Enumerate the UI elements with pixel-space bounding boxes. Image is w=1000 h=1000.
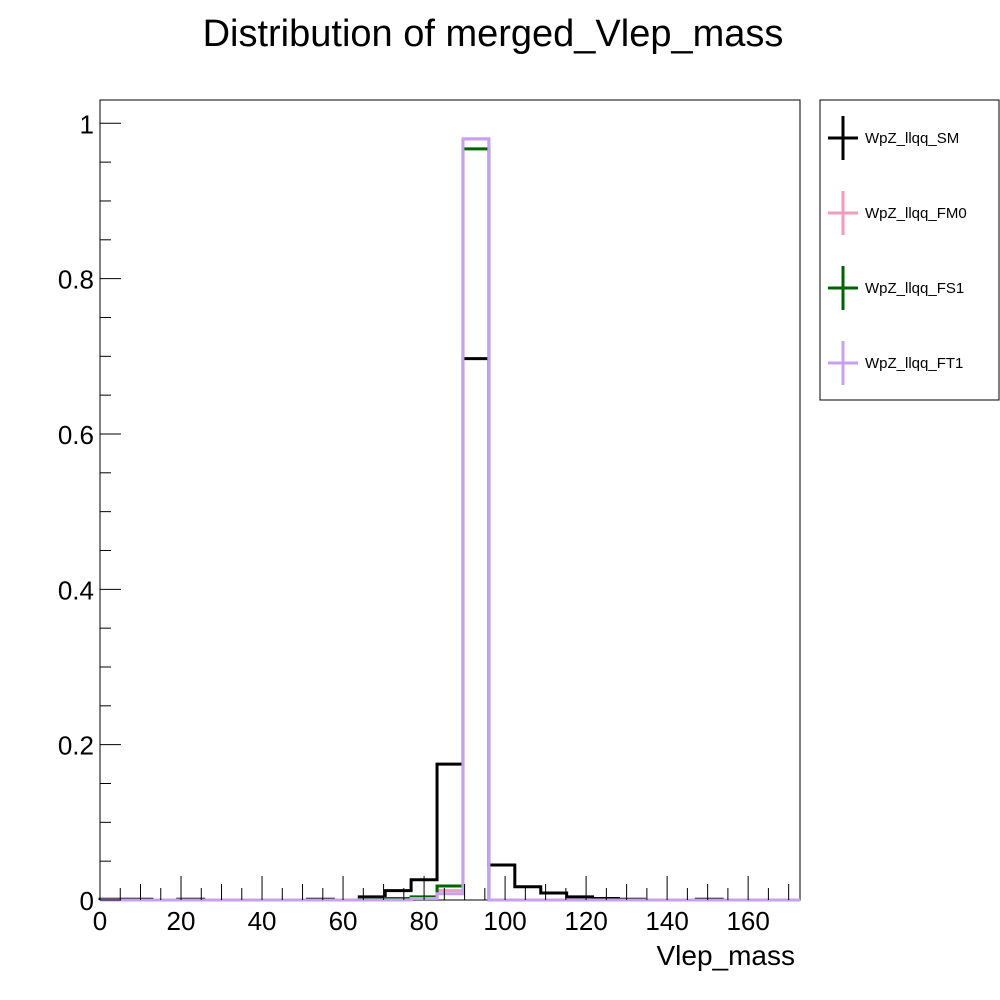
legend-label: WpZ_llqq_FM0 bbox=[865, 205, 967, 222]
y-tick-label: 0.8 bbox=[58, 265, 94, 295]
x-tick-label: 20 bbox=[167, 906, 196, 936]
series-line-2 bbox=[100, 147, 800, 902]
x-tick-label: 140 bbox=[645, 906, 688, 936]
series-line-0 bbox=[98, 357, 800, 902]
x-tick-label: 80 bbox=[410, 906, 439, 936]
legend: WpZ_llqq_SM WpZ_llqq_FM0 WpZ_llqq_FS1 WpZ_l… bbox=[819, 99, 1000, 401]
y-tick-label: 0.4 bbox=[58, 575, 94, 605]
series-layer bbox=[98, 137, 800, 902]
legend-label: WpZ_llqq_FS1 bbox=[865, 280, 964, 297]
y-tick-label: 0 bbox=[80, 886, 94, 916]
series-line-1 bbox=[100, 137, 800, 902]
legend-label: WpZ_llqq_SM bbox=[865, 130, 959, 147]
x-tick-label: 40 bbox=[248, 906, 277, 936]
series-line-3 bbox=[100, 137, 800, 902]
x-tick-label: 100 bbox=[483, 906, 526, 936]
axis-layer: 0 20 40 60 80 100 120 140 160 0 0.2 0.4 0.6 0.8 1 bbox=[58, 109, 790, 936]
chart-title: Distribution of merged_Vlep_mass bbox=[203, 13, 784, 55]
y-tick-label: 0.2 bbox=[58, 731, 94, 761]
y-tick-label: 0.6 bbox=[58, 420, 94, 450]
plot-frame bbox=[99, 99, 801, 901]
x-tick-label: 0 bbox=[93, 906, 107, 936]
x-tick-label: 60 bbox=[329, 906, 358, 936]
x-tick-label: 160 bbox=[726, 906, 769, 936]
legend-frame bbox=[819, 99, 1000, 401]
x-axis-label: Vlep_mass bbox=[656, 940, 795, 971]
legend-label: WpZ_llqq_FT1 bbox=[865, 355, 963, 372]
x-tick-label: 120 bbox=[564, 906, 607, 936]
y-tick-label: 1 bbox=[80, 109, 94, 139]
